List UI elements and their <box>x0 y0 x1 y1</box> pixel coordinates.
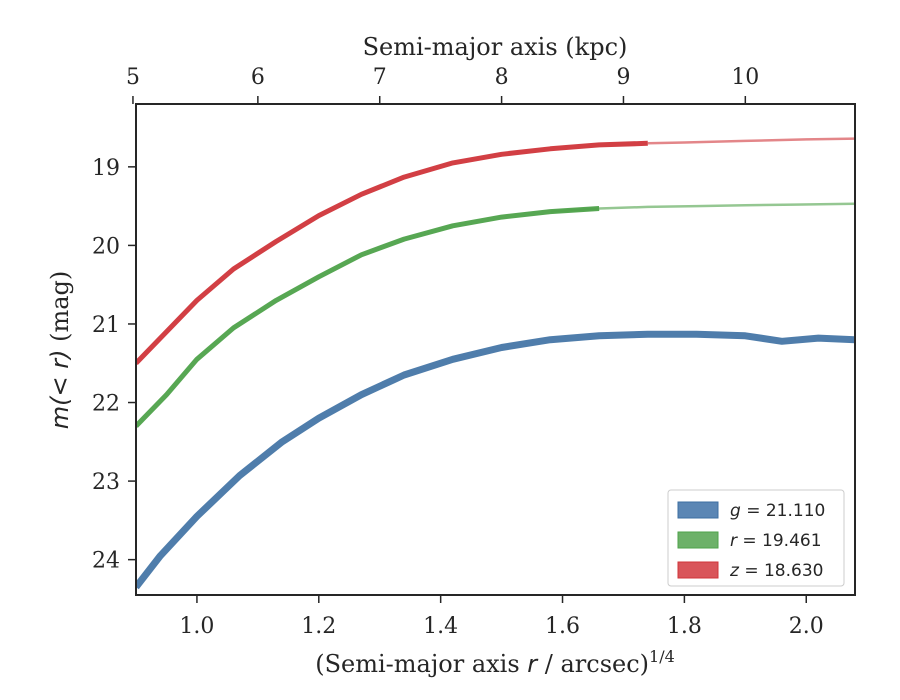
x-axis-title-prefix: (Semi-major axis <box>315 650 527 678</box>
series-group <box>136 137 855 590</box>
legend-swatch-r <box>677 531 719 549</box>
x-tick-label: 1.6 <box>545 614 580 639</box>
x-axis-title: (Semi-major axis r / arcsec)1/4 <box>315 647 675 678</box>
y-tick-label: 20 <box>92 234 120 259</box>
series-g-line <box>136 330 855 590</box>
x-tick-label: 1.2 <box>301 614 336 639</box>
x-tick-label: 1.8 <box>667 614 702 639</box>
y-tick-label: 21 <box>92 313 120 338</box>
top-tick-label: 8 <box>495 65 509 90</box>
legend-swatch-z <box>677 561 719 579</box>
y-tick-label: 22 <box>92 392 120 417</box>
y-tick-label: 19 <box>92 156 120 181</box>
y-axis-title: m(< r) (mag) <box>46 271 74 430</box>
x-axis-title-exponent: 1/4 <box>649 647 675 666</box>
bottom-axis: 1.0 1.2 1.4 1.6 1.8 2.0 <box>179 595 824 639</box>
legend-var-r: r <box>730 531 742 551</box>
legend-label-z: z = 18.630 <box>729 561 823 581</box>
x-axis-title-var: r <box>527 650 539 678</box>
x-tick-label: 1.0 <box>179 614 214 639</box>
top-axis: 5 6 7 8 9 10 <box>126 65 759 104</box>
top-tick-label: 5 <box>126 65 140 90</box>
legend-var-g: g <box>730 501 746 521</box>
top-axis-title: Semi-major axis (kpc) <box>363 33 628 61</box>
x-tick-label: 1.4 <box>423 614 458 639</box>
top-tick-label: 10 <box>731 65 759 90</box>
top-tick-label: 9 <box>616 65 630 90</box>
legend-value-z: = 18.630 <box>744 561 823 581</box>
series-layer <box>136 137 855 590</box>
top-tick-label: 6 <box>251 65 265 90</box>
series-r-line <box>136 206 600 428</box>
legend-var-z: z <box>729 561 744 581</box>
y-axis-title-var: m(< r) <box>46 350 74 430</box>
y-tick-label: 24 <box>92 549 120 574</box>
legend-label-r: r = 19.461 <box>730 531 822 551</box>
series-z-extrapolated-line <box>647 137 855 145</box>
x-tick-label: 2.0 <box>789 614 824 639</box>
left-axis: 19 20 21 22 23 24 <box>92 156 136 574</box>
legend-value-g: = 21.110 <box>746 501 825 521</box>
legend-swatch-g <box>677 501 719 519</box>
y-axis-title-suffix: (mag) <box>46 271 74 350</box>
series-z-line <box>136 140 648 365</box>
y-tick-label: 23 <box>92 470 120 495</box>
x-axis-title-suffix: / arcsec) <box>537 650 649 678</box>
legend-value-r: = 19.461 <box>742 531 821 551</box>
top-tick-label: 7 <box>373 65 387 90</box>
plot-frame <box>135 103 856 596</box>
legend-label-g: g = 21.110 <box>730 501 825 521</box>
